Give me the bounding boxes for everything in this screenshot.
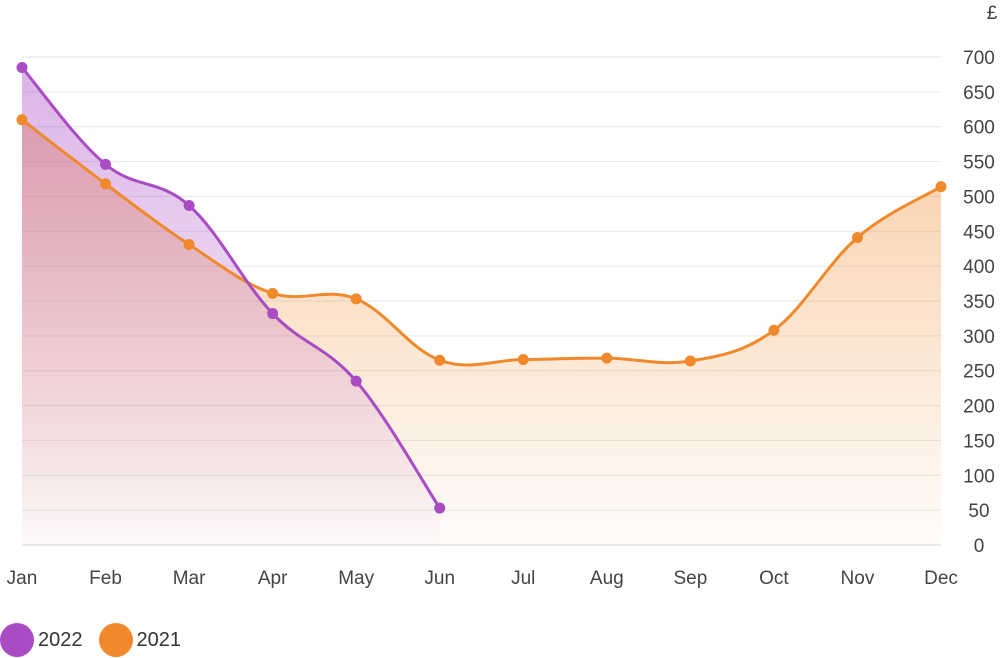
point-2021-feb[interactable] xyxy=(100,178,112,190)
point-2022-apr[interactable] xyxy=(267,308,279,320)
legend: 2022 2021 xyxy=(0,622,197,658)
area-2022 xyxy=(22,67,440,545)
x-tick-label: Mar xyxy=(173,568,206,589)
axis-labels: £ 0 50 100 150 200 250 300 350 400 450 500 550 600 65… xyxy=(7,3,998,589)
legend-swatch-2022 xyxy=(0,623,34,657)
point-2022-jun[interactable] xyxy=(434,502,446,514)
point-2021-dec[interactable] xyxy=(935,181,947,193)
point-2021-sep[interactable] xyxy=(684,355,696,367)
y-tick-label: 500 xyxy=(963,187,995,208)
point-2021-jan[interactable] xyxy=(16,114,28,126)
y-tick-label: 200 xyxy=(963,397,995,418)
y-tick-label: 400 xyxy=(963,257,995,278)
y-tick-label: 450 xyxy=(963,222,995,243)
legend-label-2021: 2021 xyxy=(136,628,182,651)
point-2021-nov[interactable] xyxy=(851,232,863,244)
y-tick-label: 700 xyxy=(963,48,995,69)
series-areas xyxy=(22,67,941,545)
x-tick-label: Sep xyxy=(673,568,707,589)
y-tick-label: 100 xyxy=(963,466,995,487)
x-tick-label: Apr xyxy=(258,568,288,589)
legend-label-2022: 2022 xyxy=(38,628,83,651)
point-2021-mar[interactable] xyxy=(183,239,195,251)
point-2021-jun[interactable] xyxy=(434,354,446,366)
x-tick-label: Jul xyxy=(511,568,535,589)
x-tick-label: Aug xyxy=(590,568,624,589)
line-2021 xyxy=(20,118,943,367)
point-2021-aug[interactable] xyxy=(601,352,613,364)
legend-item-2021[interactable]: 2021 xyxy=(98,623,182,657)
x-tick-label: Dec xyxy=(924,568,958,589)
legend-swatch-2021 xyxy=(98,623,133,657)
y-tick-label: 600 xyxy=(963,118,995,139)
series-points xyxy=(16,61,947,514)
series-lines xyxy=(20,65,943,510)
y-tick-label: 0 xyxy=(974,536,985,557)
point-2021-apr[interactable] xyxy=(267,287,279,299)
x-tick-label: May xyxy=(338,568,374,589)
point-2022-mar[interactable] xyxy=(183,199,195,211)
y-tick-label: 300 xyxy=(963,327,995,348)
y-tick-label: 250 xyxy=(963,362,995,383)
point-2021-jul[interactable] xyxy=(517,354,529,366)
y-tick-label: 150 xyxy=(963,431,995,452)
x-tick-label: Nov xyxy=(841,568,875,589)
y-tick-label: 650 xyxy=(963,83,995,104)
y-tick-label: 50 xyxy=(968,501,989,522)
x-tick-label: Oct xyxy=(759,568,789,589)
point-2021-oct[interactable] xyxy=(768,324,780,336)
point-2022-jan[interactable] xyxy=(16,61,28,73)
line-2022 xyxy=(20,65,442,510)
x-tick-label: Jan xyxy=(7,568,38,589)
y-axis-unit-label: £ xyxy=(987,3,998,24)
x-tick-label: Feb xyxy=(89,568,122,589)
x-tick-label: Jun xyxy=(424,568,455,589)
y-tick-label: 550 xyxy=(963,153,995,174)
point-2022-may[interactable] xyxy=(350,375,362,387)
point-2022-feb[interactable] xyxy=(100,158,112,170)
point-2021-may[interactable] xyxy=(350,293,362,305)
legend-item-2022[interactable]: 2022 xyxy=(0,623,83,657)
y-tick-label: 350 xyxy=(963,292,995,313)
